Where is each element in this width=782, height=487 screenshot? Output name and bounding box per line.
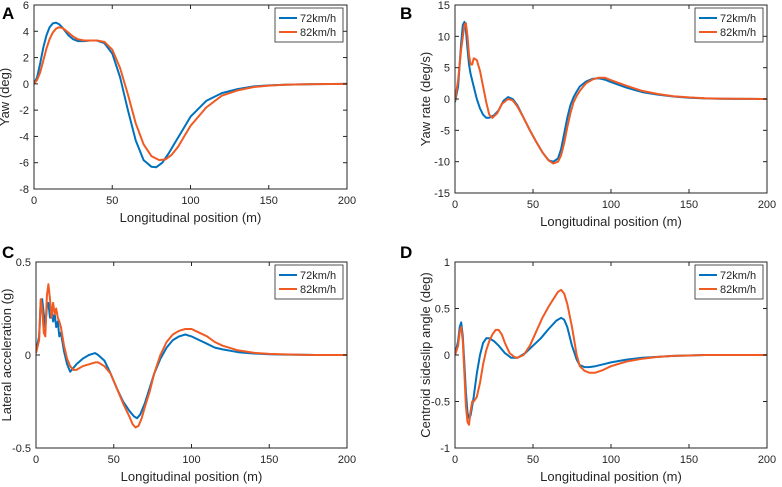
y-tick-label: -15 <box>434 188 450 200</box>
y-tick-label: 0 <box>444 350 450 362</box>
y-tick-label: 2 <box>23 53 29 65</box>
y-axis-label: Centroid sideslip angle (deg) <box>418 272 433 437</box>
x-tick-label: 200 <box>758 199 776 211</box>
y-tick-label: 0.5 <box>435 304 450 316</box>
x-axis-label: Longitudinal position (m) <box>121 469 263 484</box>
legend-label: 82km/h <box>720 284 756 296</box>
y-tick-label: 5 <box>444 63 450 75</box>
y-tick-label: 0 <box>25 350 31 362</box>
series-line-72km/h <box>36 298 347 420</box>
y-tick-label: -4 <box>19 131 29 143</box>
legend-label: 82km/h <box>720 27 756 39</box>
panel-letter: C <box>2 243 14 262</box>
x-tick-label: 0 <box>31 195 37 207</box>
x-tick-label: 100 <box>602 454 620 466</box>
x-axis-label: Longitudinal position (m) <box>540 214 682 229</box>
y-tick-label: -1 <box>440 443 450 455</box>
legend-label: 82km/h <box>300 284 336 296</box>
y-tick-label: 0.5 <box>16 257 31 269</box>
y-axis-label: Lateral acceleration (g) <box>0 289 14 422</box>
legend-box <box>274 264 344 300</box>
y-tick-label: -10 <box>434 157 450 169</box>
panel-a: A 0 50 100 150 200 -8 -6 -4 -2 0 2 4 6 Longitudinal po… <box>0 0 356 225</box>
x-tick-label: 150 <box>680 454 698 466</box>
x-tick-label: 100 <box>602 199 620 211</box>
y-tick-label: 0 <box>23 79 29 91</box>
series-line-82km/h <box>34 26 347 162</box>
y-tick-label: -6 <box>19 158 29 170</box>
legend: 72km/h 82km/h <box>694 7 764 43</box>
y-tick-label: -5 <box>440 125 450 137</box>
legend: 72km/h 82km/h <box>274 264 344 300</box>
x-tick-label: 100 <box>181 195 199 207</box>
series-line-72km/h <box>455 20 767 163</box>
y-tick-label: 1 <box>444 257 450 269</box>
legend-label: 72km/h <box>300 13 336 25</box>
x-tick-label: 150 <box>260 195 278 207</box>
legend-label: 82km/h <box>300 27 336 39</box>
x-tick-label: 200 <box>338 195 356 207</box>
x-tick-label: 0 <box>33 454 39 466</box>
x-tick-label: 0 <box>452 199 458 211</box>
series-line-82km/h <box>455 22 767 165</box>
x-axis-label: Longitudinal position (m) <box>120 210 262 225</box>
x-tick-label: 200 <box>758 454 776 466</box>
x-tick-label: 50 <box>108 454 120 466</box>
x-axis-label: Longitudinal position (m) <box>540 469 682 484</box>
legend: 72km/h 82km/h <box>694 264 764 300</box>
y-tick-label: 6 <box>23 0 29 12</box>
x-tick-label: 150 <box>260 454 278 466</box>
series-line-72km/h <box>34 21 347 169</box>
x-tick-label: 50 <box>106 195 118 207</box>
legend-box <box>694 7 764 43</box>
y-tick-label: 15 <box>438 0 450 12</box>
panel-letter: A <box>2 4 14 23</box>
legend-label: 72km/h <box>300 270 336 282</box>
legend-label: 72km/h <box>720 270 756 282</box>
legend: 72km/h 82km/h <box>274 7 344 43</box>
series-line-82km/h <box>455 288 767 426</box>
y-tick-label: -0.5 <box>12 443 31 455</box>
panel-letter: D <box>400 243 412 262</box>
y-tick-label: -0.5 <box>431 397 450 409</box>
legend-box <box>694 264 764 300</box>
panel-d: D 0 50 100 150 200 -1 -0.5 0 0.5 1 Longitudinal pos… <box>400 243 776 484</box>
x-tick-label: 150 <box>680 199 698 211</box>
x-tick-label: 50 <box>527 454 539 466</box>
y-tick-label: 4 <box>23 26 29 38</box>
y-tick-label: -2 <box>19 105 29 117</box>
x-tick-label: 100 <box>182 454 200 466</box>
y-tick-label: -8 <box>19 184 29 196</box>
x-tick-label: 0 <box>452 454 458 466</box>
legend-label: 72km/h <box>720 13 756 25</box>
series-line-82km/h <box>36 283 347 429</box>
y-axis-label: Yaw (deg) <box>0 68 12 126</box>
panel-b: B 0 50 100 150 200 -15 -10 -5 0 5 10 15 Longitudinal … <box>400 0 776 229</box>
panel-letter: B <box>400 4 412 23</box>
x-tick-label: 50 <box>527 199 539 211</box>
y-tick-label: 10 <box>438 31 450 43</box>
y-axis-label: Yaw rate (deg/s) <box>418 52 433 146</box>
y-tick-label: 0 <box>444 94 450 106</box>
legend-box <box>274 7 344 43</box>
x-tick-label: 200 <box>338 454 356 466</box>
